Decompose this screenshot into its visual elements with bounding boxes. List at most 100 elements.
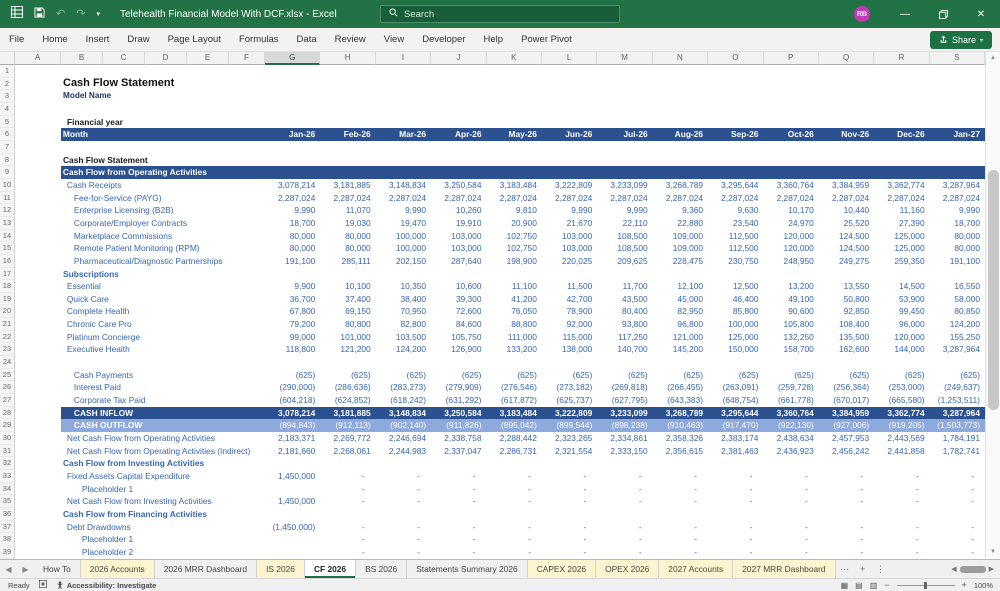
cell[interactable]: 12,500 — [732, 281, 759, 292]
row-label-cell[interactable]: Placeholder 1 — [61, 483, 265, 496]
cell[interactable]: 22,880 — [677, 217, 704, 228]
cell[interactable]: 2,383,174 — [721, 433, 759, 444]
row-label-cell[interactable]: Corporate/Employer Contracts — [61, 217, 265, 230]
cell[interactable]: 18,700 — [954, 217, 980, 228]
cell[interactable]: - — [583, 546, 587, 557]
row-header-29[interactable]: 29 — [0, 419, 15, 433]
cell[interactable]: 112,500 — [728, 243, 759, 254]
cell[interactable]: Nov-26 — [841, 129, 870, 140]
cell[interactable]: 9,630 — [737, 205, 759, 216]
cell[interactable]: 19,470 — [400, 217, 427, 228]
cell[interactable]: 3,181,885 — [333, 407, 371, 418]
cell[interactable]: (290,000) — [279, 382, 316, 393]
column-header-E[interactable]: E — [187, 52, 229, 65]
cell[interactable]: - — [583, 496, 587, 507]
row-header-36[interactable]: 36 — [0, 507, 15, 521]
cell[interactable]: Mar-26 — [399, 129, 427, 140]
cell[interactable]: - — [361, 496, 365, 507]
cell[interactable]: 41,200 — [511, 293, 537, 304]
cell[interactable]: - — [971, 496, 974, 507]
cell[interactable]: 45,000 — [677, 293, 704, 304]
row-header-35[interactable]: 35 — [0, 495, 15, 508]
cell[interactable]: 2,287,024 — [942, 192, 980, 203]
cell[interactable]: 2,381,463 — [721, 445, 759, 456]
row-header-24[interactable]: 24 — [0, 356, 15, 369]
cell[interactable]: 96,800 — [677, 319, 704, 330]
cell[interactable]: (894,843) — [279, 420, 316, 431]
cell[interactable]: 108,500 — [617, 243, 648, 254]
menu-tab-data[interactable]: Data — [296, 34, 317, 45]
cell[interactable] — [653, 166, 708, 179]
cell[interactable]: 2,287,024 — [499, 192, 537, 203]
row-header-25[interactable]: 25 — [0, 368, 15, 382]
cell[interactable]: (625) — [683, 369, 704, 380]
cell[interactable]: - — [638, 496, 642, 507]
cell[interactable]: 109,000 — [672, 243, 704, 254]
row-header-23[interactable]: 23 — [0, 343, 15, 357]
cell[interactable]: 43,500 — [622, 293, 648, 304]
cell[interactable]: 132,250 — [783, 331, 814, 342]
cell[interactable] — [431, 166, 486, 179]
cell[interactable]: (919,205) — [888, 420, 925, 431]
new-sheet-button[interactable]: + — [859, 564, 866, 574]
cell[interactable]: (286,636) — [334, 382, 371, 393]
cell[interactable]: 50,800 — [843, 293, 870, 304]
cell[interactable]: 9,990 — [571, 205, 593, 216]
cell[interactable]: 220,025 — [561, 255, 593, 266]
sheet-tab-2026-accounts[interactable]: 2026 Accounts — [80, 560, 155, 578]
cell[interactable]: (910,463) — [667, 420, 704, 431]
cell[interactable]: (256,364) — [833, 382, 870, 393]
cell[interactable]: 2,287,024 — [776, 192, 814, 203]
cell[interactable]: 2,337,047 — [444, 445, 482, 456]
cell[interactable]: (276,546) — [501, 382, 537, 393]
cell[interactable]: - — [361, 546, 365, 557]
cell[interactable]: - — [971, 483, 974, 494]
cell[interactable]: (643,383) — [667, 395, 704, 406]
cell[interactable]: (631,292) — [445, 395, 482, 406]
cell[interactable]: - — [860, 546, 864, 557]
cell[interactable]: 10,170 — [788, 205, 814, 216]
cell[interactable]: 100,000 — [395, 243, 427, 254]
row-header-16[interactable]: 16 — [0, 254, 15, 268]
undo-icon[interactable]: ↶ — [56, 7, 66, 20]
horizontal-scroll-thumb[interactable] — [959, 565, 986, 573]
cell[interactable]: 24,970 — [788, 217, 814, 228]
cell[interactable] — [597, 166, 652, 179]
cell[interactable]: - — [915, 496, 919, 507]
cell[interactable] — [265, 166, 320, 179]
cell[interactable]: - — [472, 483, 476, 494]
cell[interactable]: 2,288,442 — [499, 433, 537, 444]
column-header-O[interactable]: O — [708, 52, 764, 65]
cell[interactable]: 99,000 — [289, 331, 316, 342]
cell[interactable]: 92,000 — [566, 319, 593, 330]
cell[interactable]: - — [860, 483, 864, 494]
cell[interactable]: 3,148,834 — [388, 179, 427, 190]
menu-tab-help[interactable]: Help — [483, 34, 504, 45]
scroll-up-icon[interactable]: ▲ — [990, 55, 996, 61]
sheet-tab-cf-2026[interactable]: CF 2026 — [304, 560, 357, 578]
cell[interactable]: 49,100 — [788, 293, 814, 304]
menu-tab-page-layout[interactable]: Page Layout — [167, 34, 221, 45]
row-header-5[interactable]: 5 — [0, 115, 15, 129]
menu-tab-insert[interactable]: Insert — [85, 34, 110, 45]
cell[interactable]: 80,400 — [622, 306, 648, 317]
minimize-button[interactable]: — — [900, 8, 910, 20]
cell[interactable]: - — [749, 496, 753, 507]
menu-tab-view[interactable]: View — [383, 34, 405, 45]
row-label-cell[interactable]: Executive Health — [61, 343, 265, 356]
cell[interactable]: 80,000 — [289, 243, 316, 254]
cell[interactable]: 69,150 — [345, 306, 371, 317]
column-header-K[interactable]: K — [486, 52, 542, 65]
cell[interactable]: - — [361, 471, 365, 481]
cell[interactable]: (266,455) — [667, 382, 704, 393]
macro-record-icon[interactable] — [38, 580, 47, 590]
cell[interactable]: 3,384,959 — [831, 407, 870, 418]
vertical-scrollbar[interactable]: ▲ ▼ — [985, 52, 1000, 559]
tab-scroll-left-icon[interactable]: ◀ — [5, 564, 12, 574]
cell[interactable]: 105,800 — [783, 319, 814, 330]
menu-tab-power-pivot[interactable]: Power Pivot — [521, 34, 572, 45]
cell[interactable]: 93,800 — [622, 319, 648, 330]
menu-tab-developer[interactable]: Developer — [422, 34, 466, 45]
cell[interactable]: 3,233,099 — [610, 179, 648, 190]
row-label-cell[interactable]: Net Cash Flow from Operating Activities … — [61, 445, 265, 458]
